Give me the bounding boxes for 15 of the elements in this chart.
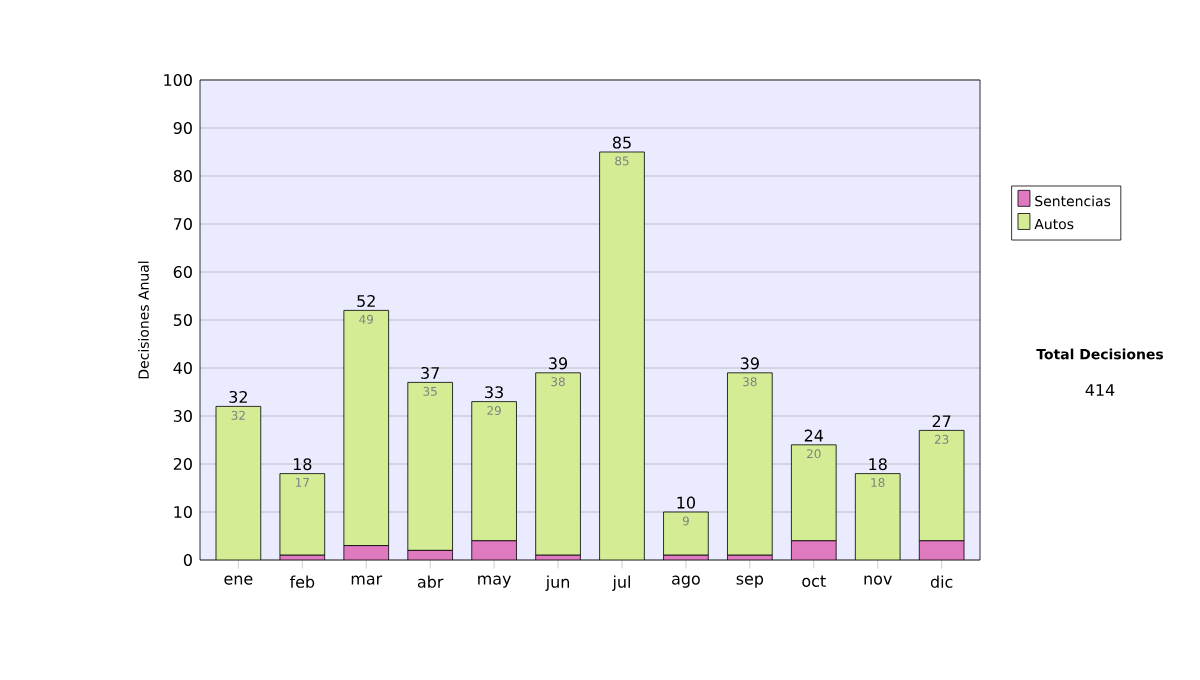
bar (855, 473, 901, 560)
bar (471, 540, 517, 560)
bar (918, 540, 965, 560)
bar (215, 406, 261, 560)
bar (663, 511, 709, 556)
bar (791, 444, 837, 542)
bar (407, 382, 453, 551)
bar (279, 473, 326, 556)
bar (791, 540, 837, 560)
bar (918, 430, 965, 542)
bar (727, 372, 773, 556)
bar (343, 310, 390, 546)
bar (535, 372, 581, 556)
bar (471, 401, 517, 542)
bar (599, 151, 645, 560)
